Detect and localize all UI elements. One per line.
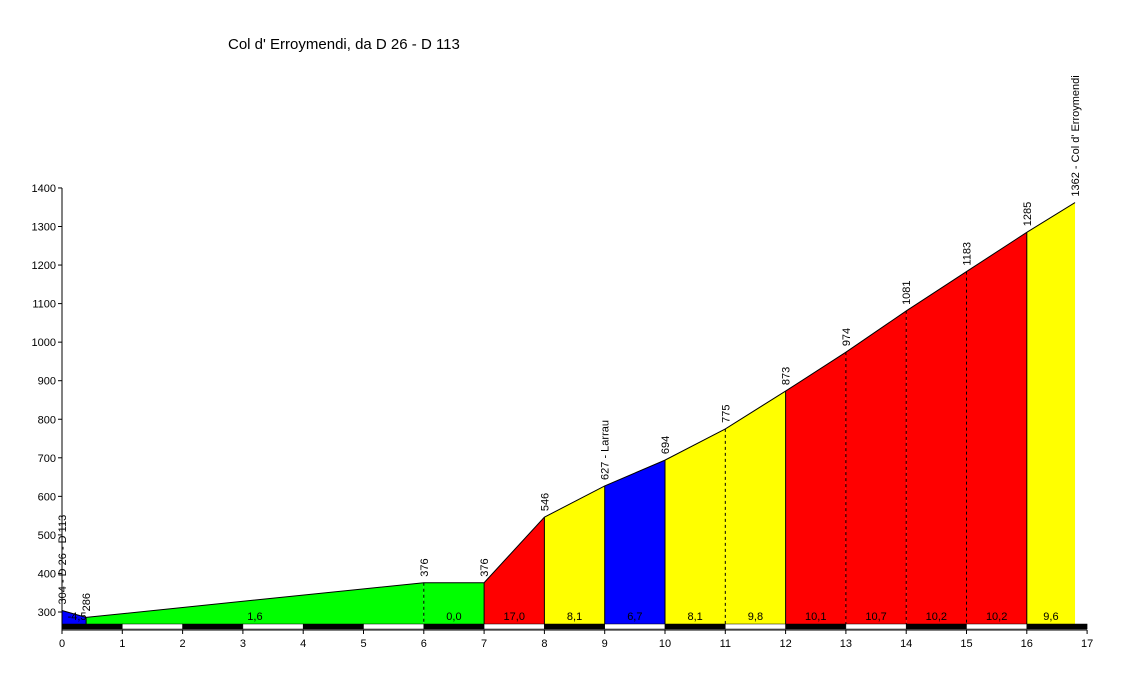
elevation-label-8: 873 xyxy=(781,367,793,385)
y-tick-label-5: 800 xyxy=(38,414,56,426)
profile-line xyxy=(61,202,1076,618)
gradient-label-2: 0,0 xyxy=(446,611,461,623)
y-tick-label-4: 700 xyxy=(38,453,56,465)
profile-outline xyxy=(61,202,1076,618)
segment-fill-10 xyxy=(906,271,967,624)
x-tick-label-5: 5 xyxy=(360,638,366,650)
gradient-label-12: 9,6 xyxy=(1043,611,1058,623)
km-bar-block-5 xyxy=(363,623,425,630)
elevation-label-6: 694 xyxy=(660,436,672,454)
km-bar-block-10 xyxy=(664,623,726,630)
km-bar-block-4 xyxy=(302,623,364,630)
elevation-label-9: 974 xyxy=(841,328,853,346)
x-tick-label-16: 16 xyxy=(1021,638,1033,650)
segment-fill-8 xyxy=(785,352,846,624)
km-bar-block-2 xyxy=(182,623,244,630)
elevation-label-12: 1285 xyxy=(1022,202,1034,226)
segment-dividers xyxy=(85,232,1028,624)
y-tick-label-10: 1300 xyxy=(32,222,56,234)
x-tick-label-8: 8 xyxy=(541,638,547,650)
x-tick-label-14: 14 xyxy=(900,638,912,650)
chart-title: Col d' Erroymendi, da D 26 - D 113 xyxy=(228,36,460,53)
gradient-label-7: 9,8 xyxy=(748,611,763,623)
x-tick-label-10: 10 xyxy=(659,638,671,650)
km-bar-block-6 xyxy=(423,623,485,630)
y-tick-label-3: 600 xyxy=(38,491,56,503)
segment-fill-3 xyxy=(484,517,545,624)
km-bar-block-11 xyxy=(725,623,786,630)
km-bar-block-3 xyxy=(242,623,304,630)
y-tick-label-2: 500 xyxy=(38,530,56,542)
km-bar-block-1 xyxy=(122,623,183,630)
gradient-label-4: 8,1 xyxy=(567,611,582,623)
km-bar-block-0 xyxy=(61,623,123,630)
elevation-label-2: 376 xyxy=(419,558,431,576)
gradient-label-0: -4,5 xyxy=(68,611,87,623)
x-tick-label-3: 3 xyxy=(240,638,246,650)
km-scale-bar xyxy=(61,623,1088,630)
x-tick-label-17: 17 xyxy=(1081,638,1093,650)
elevation-label-7: 775 xyxy=(720,405,732,423)
y-tick-label-6: 900 xyxy=(38,376,56,388)
y-tick-label-1: 400 xyxy=(38,568,56,580)
x-tick-label-4: 4 xyxy=(300,638,306,650)
y-tick-label-7: 1000 xyxy=(32,337,56,349)
x-tick-label-0: 0 xyxy=(59,638,65,650)
segment-fill-1 xyxy=(86,582,424,624)
x-tick-label-9: 9 xyxy=(602,638,608,650)
x-tick-label-15: 15 xyxy=(960,638,972,650)
km-bar-block-9 xyxy=(604,623,666,630)
gradient-label-6: 8,1 xyxy=(688,611,703,623)
x-tick-label-2: 2 xyxy=(180,638,186,650)
elevation-label-11: 1183 xyxy=(962,242,974,266)
gradient-label-1: 1,6 xyxy=(247,611,262,623)
segment-fill-2 xyxy=(423,582,485,624)
y-tick-label-9: 1200 xyxy=(32,260,56,272)
km-bar-block-13 xyxy=(845,623,907,630)
elevation-labels: 304 - D 26 - D 113 286 376 376 546 627 - Larr… xyxy=(57,75,1082,611)
elevation-label-10: 1081 xyxy=(901,280,913,304)
km-bar-block-8 xyxy=(544,623,605,630)
elevation-label-1: 286 xyxy=(81,593,93,611)
segment-fill-12 xyxy=(1026,202,1076,624)
y-axis-ticks: 300 400 500 600 700 800 900 1000 1100 1200 1300 140… xyxy=(32,183,62,619)
gradient-label-10: 10,2 xyxy=(926,611,947,623)
axes xyxy=(61,187,1088,631)
km-bar-block-14 xyxy=(905,623,967,630)
x-tick-label-6: 6 xyxy=(421,638,427,650)
segment-fill-0 xyxy=(62,610,87,624)
elevation-label-0: 304 - D 26 - D 113 xyxy=(57,515,69,605)
segment-fill-11 xyxy=(966,232,1027,624)
km-bar-block-7 xyxy=(483,623,545,630)
x-tick-label-11: 11 xyxy=(720,638,731,650)
gradient-label-5: 6,7 xyxy=(627,611,642,623)
elevation-label-4: 546 xyxy=(539,493,551,511)
x-tick-label-1: 1 xyxy=(119,638,125,650)
km-bar-block-12 xyxy=(785,623,847,630)
elevation-label-3: 376 xyxy=(479,558,491,576)
km-bar-block-16 xyxy=(1026,623,1088,630)
segment-fill-7 xyxy=(725,391,786,624)
gradient-label-8: 10,1 xyxy=(805,611,826,623)
km-bar-block-15 xyxy=(966,623,1028,630)
segment-fill-5 xyxy=(604,460,665,624)
y-tick-label-11: 1400 xyxy=(32,183,56,195)
x-tick-label-12: 12 xyxy=(779,638,791,650)
elevation-label-13: 1362 - Col d' Erroymendi xyxy=(1070,75,1082,196)
gradient-labels: -4,5 1,6 0,0 17,0 8,1 6,7 8,1 9,8 10,1 10,7 10,2 10… xyxy=(68,611,1059,623)
segment-fill-9 xyxy=(845,310,907,624)
segment-fill-6 xyxy=(665,428,726,624)
gradient-label-3: 17,0 xyxy=(504,611,525,623)
x-axis-ticks: 0 1 2 3 4 5 6 7 8 9 10 11 12 13 14 15 16 17 xyxy=(59,630,1093,650)
gradient-label-9: 10,7 xyxy=(865,611,886,623)
gradient-label-11: 10,2 xyxy=(986,611,1007,623)
elevation-label-5: 627 - Larrau xyxy=(600,420,612,480)
x-tick-label-7: 7 xyxy=(481,638,487,650)
segment-fill-4 xyxy=(544,485,605,624)
segment-fills xyxy=(62,202,1076,624)
y-tick-label-0: 300 xyxy=(38,607,56,619)
x-tick-label-13: 13 xyxy=(840,638,852,650)
y-tick-label-8: 1100 xyxy=(32,299,56,311)
